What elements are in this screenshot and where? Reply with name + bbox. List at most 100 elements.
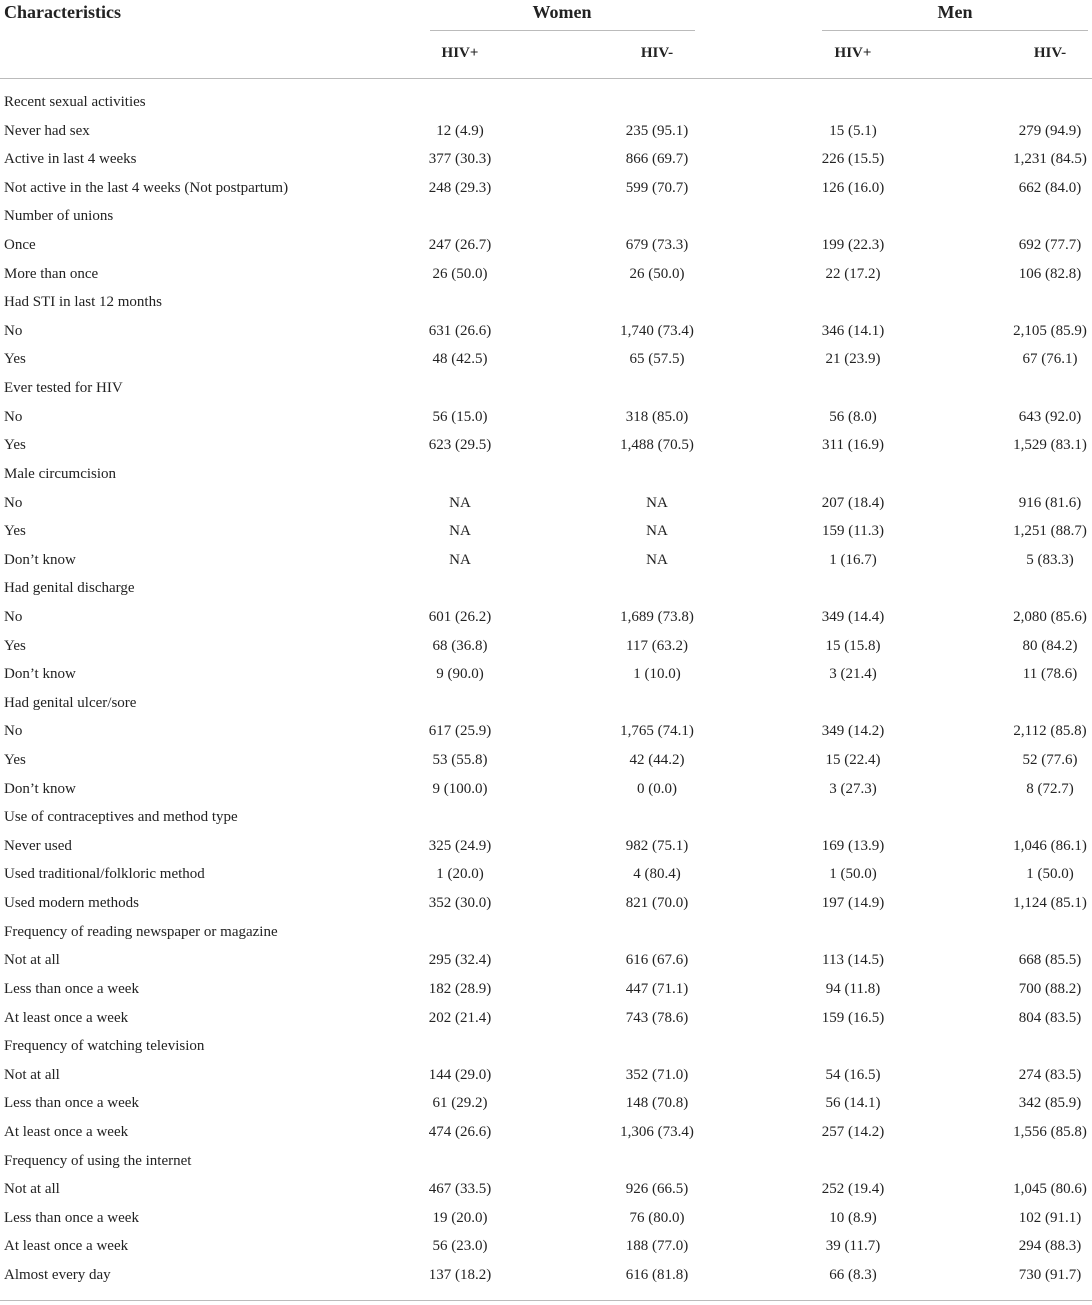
cell-value: 61 (29.2): [432, 1095, 488, 1112]
cell-value: 700 (88.2): [1018, 980, 1082, 997]
cell-value: NA: [449, 494, 471, 511]
cell-value: 148 (70.8): [625, 1095, 689, 1112]
group-rule: [430, 30, 695, 31]
cell-value: 662 (84.0): [1018, 179, 1082, 196]
cell-value: NA: [449, 523, 471, 540]
characteristics-header: Characteristics: [4, 2, 121, 22]
cell-value: 311 (16.9): [822, 437, 884, 454]
cell-value: 617 (25.9): [428, 723, 492, 740]
cell-value: 26 (50.0): [629, 265, 685, 282]
cell-value: 22 (17.2): [825, 265, 881, 282]
cell-value: 9 (90.0): [436, 666, 484, 683]
cell-value: 3 (27.3): [829, 780, 877, 797]
cell-value: 159 (11.3): [822, 523, 884, 540]
cell-value: 26 (50.0): [432, 265, 488, 282]
cell-value: 9 (100.0): [432, 780, 488, 797]
cell-value: 866 (69.7): [625, 151, 689, 168]
cell-value: 679 (73.3): [625, 237, 689, 254]
cell-value: 349 (14.4): [821, 608, 885, 625]
cell-value: 15 (22.4): [825, 752, 881, 769]
bottom-rule: [0, 1300, 1092, 1301]
cell-value: 144 (29.0): [428, 1066, 492, 1083]
cell-value: 159 (16.5): [821, 1009, 885, 1026]
cell-value: 743 (78.6): [625, 1009, 689, 1026]
cell-value: NA: [646, 523, 668, 540]
cell-value: 1 (50.0): [1026, 866, 1074, 883]
cell-value: 76 (80.0): [629, 1209, 685, 1226]
cell-value: 2,105 (85.9): [1013, 322, 1087, 339]
row-label: Don’t know: [4, 666, 76, 683]
cell-value: 252 (19.4): [821, 1181, 885, 1198]
cell-value: NA: [646, 494, 668, 511]
cell-value: 616 (81.8): [625, 1267, 689, 1283]
cell-value: 137 (18.2): [428, 1267, 492, 1283]
cell-value: 15 (5.1): [829, 122, 877, 139]
row-label: Active in last 4 weeks: [4, 151, 137, 168]
cell-value: 3 (21.4): [829, 666, 877, 683]
cell-value: 1 (20.0): [436, 866, 484, 883]
cell-value: 631 (26.6): [428, 322, 492, 339]
column-header: HIV-: [640, 45, 674, 61]
cell-value: 182 (28.9): [428, 980, 492, 997]
cell-value: 188 (77.0): [625, 1238, 689, 1255]
cell-value: 15 (15.8): [825, 637, 881, 654]
cell-value: 94 (11.8): [825, 980, 881, 997]
cell-value: 318 (85.0): [625, 408, 689, 425]
cell-value: 235 (95.1): [625, 122, 689, 139]
cell-value: 56 (15.0): [432, 408, 488, 425]
cell-value: 42 (44.2): [629, 752, 685, 769]
cell-value: 346 (14.1): [821, 322, 885, 339]
cell-value: 56 (14.1): [825, 1095, 881, 1112]
row-label: No: [4, 608, 23, 625]
cell-value: 1,251 (88.7): [1013, 523, 1087, 540]
section-label: Number of unions: [4, 208, 114, 225]
row-label: Less than once a week: [4, 980, 139, 997]
cell-value: 53 (55.8): [432, 752, 488, 769]
cell-value: 447 (71.1): [625, 980, 689, 997]
section-label: Frequency of using the internet: [4, 1152, 192, 1169]
section-label: Had genital ulcer/sore: [4, 694, 137, 711]
group-rule: [822, 30, 1088, 31]
cell-value: 117 (63.2): [626, 637, 688, 654]
cell-value: 226 (15.5): [821, 151, 885, 168]
cell-value: 1 (50.0): [829, 866, 877, 883]
cell-value: 1,045 (80.6): [1013, 1181, 1087, 1198]
section-label: Male circumcision: [4, 465, 117, 482]
row-label: Less than once a week: [4, 1095, 139, 1112]
cell-value: 1,046 (86.1): [1013, 837, 1087, 854]
cell-value: 202 (21.4): [428, 1009, 492, 1026]
section-label: Recent sexual activities: [4, 94, 146, 110]
section-label: Use of contraceptives and method type: [4, 809, 238, 826]
cell-value: 804 (83.5): [1018, 1009, 1082, 1026]
cell-value: 169 (13.9): [821, 837, 885, 854]
cell-value: 342 (85.9): [1018, 1095, 1082, 1112]
row-label: More than once: [4, 265, 99, 282]
cell-value: 54 (16.5): [825, 1066, 881, 1083]
cell-value: 257 (14.2): [821, 1123, 885, 1140]
row-label: No: [4, 494, 23, 511]
row-label: No: [4, 723, 23, 740]
cell-value: 274 (83.5): [1018, 1066, 1082, 1083]
cell-value: 692 (77.7): [1018, 237, 1082, 254]
cell-value: 248 (29.3): [428, 179, 492, 196]
cell-value: 349 (14.2): [821, 723, 885, 740]
cell-value: 11 (78.6): [1022, 666, 1078, 683]
cell-value: 0 (0.0): [637, 780, 677, 797]
row-label: Don’t know: [4, 551, 76, 568]
cell-value: 56 (8.0): [829, 408, 877, 425]
cell-value: 643 (92.0): [1018, 408, 1082, 425]
column-header: HIV+: [441, 45, 479, 61]
cell-value: 39 (11.7): [825, 1238, 881, 1255]
row-label: Not at all: [4, 1066, 60, 1083]
cell-value: 1,529 (83.1): [1013, 437, 1087, 454]
cell-value: 474 (26.6): [428, 1123, 492, 1140]
group-header: Men: [937, 2, 973, 22]
cell-value: 1,231 (84.5): [1013, 151, 1087, 168]
row-label: Used traditional/folkloric method: [4, 866, 205, 883]
cell-value: 1,689 (73.8): [620, 608, 694, 625]
cell-value: 126 (16.0): [821, 179, 885, 196]
cell-value: 1,488 (70.5): [620, 437, 694, 454]
column-header: HIV+: [834, 45, 872, 61]
cell-value: 616 (67.6): [625, 952, 689, 969]
